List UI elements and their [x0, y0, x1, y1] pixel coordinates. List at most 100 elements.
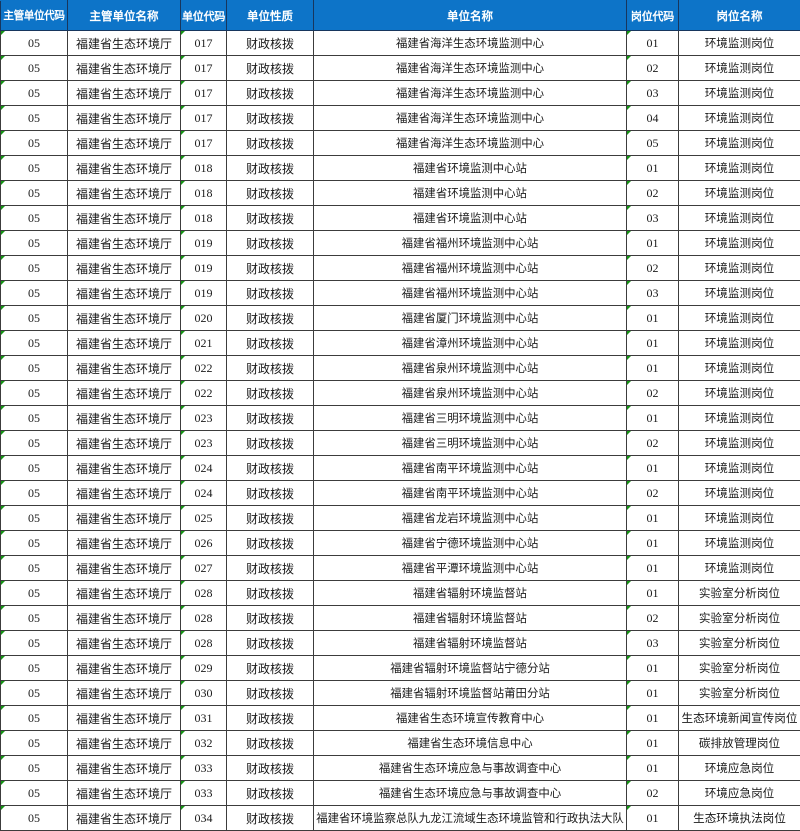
cell-supervisor-unit-name[interactable]: 福建省生态环境厅 [67, 730, 181, 756]
cell-post-code[interactable]: 01 [626, 655, 679, 681]
cell-unit-code[interactable]: 024 [180, 455, 227, 481]
cell-unit-name[interactable]: 福建省宁德环境监测中心站 [313, 530, 627, 556]
cell-unit-code[interactable]: 020 [180, 305, 227, 331]
cell-supervisor-unit-code[interactable]: 05 [0, 705, 68, 731]
cell-post-code[interactable]: 02 [626, 480, 679, 506]
cell-unit-name[interactable]: 福建省海洋生态环境监测中心 [313, 55, 627, 81]
cell-supervisor-unit-code[interactable]: 05 [0, 455, 68, 481]
cell-post-name[interactable]: 环境监测岗位 [678, 480, 800, 506]
cell-unit-name[interactable]: 福建省辐射环境监督站宁德分站 [313, 655, 627, 681]
cell-unit-name[interactable]: 福建省福州环境监测中心站 [313, 280, 627, 306]
cell-supervisor-unit-code[interactable]: 05 [0, 430, 68, 456]
cell-supervisor-unit-name[interactable]: 福建省生态环境厅 [67, 505, 181, 531]
cell-supervisor-unit-name[interactable]: 福建省生态环境厅 [67, 30, 181, 56]
cell-supervisor-unit-code[interactable]: 05 [0, 280, 68, 306]
cell-post-name[interactable]: 环境监测岗位 [678, 230, 800, 256]
cell-unit-name[interactable]: 福建省海洋生态环境监测中心 [313, 30, 627, 56]
cell-post-code[interactable]: 01 [626, 755, 679, 781]
cell-unit-code[interactable]: 027 [180, 555, 227, 581]
cell-post-name[interactable]: 环境监测岗位 [678, 530, 800, 556]
cell-unit-code[interactable]: 029 [180, 655, 227, 681]
cell-supervisor-unit-name[interactable]: 福建省生态环境厅 [67, 155, 181, 181]
cell-unit-code[interactable]: 017 [180, 130, 227, 156]
cell-supervisor-unit-code[interactable]: 05 [0, 55, 68, 81]
cell-supervisor-unit-code[interactable]: 05 [0, 255, 68, 281]
cell-unit-nature[interactable]: 财政核拨 [226, 155, 314, 181]
cell-unit-code[interactable]: 028 [180, 605, 227, 631]
cell-post-code[interactable]: 01 [626, 705, 679, 731]
cell-unit-nature[interactable]: 财政核拨 [226, 405, 314, 431]
cell-post-code[interactable]: 01 [626, 505, 679, 531]
cell-post-name[interactable]: 环境监测岗位 [678, 30, 800, 56]
cell-supervisor-unit-code[interactable]: 05 [0, 780, 68, 806]
cell-supervisor-unit-name[interactable]: 福建省生态环境厅 [67, 455, 181, 481]
cell-post-name[interactable]: 实验室分析岗位 [678, 580, 800, 606]
cell-post-code[interactable]: 02 [626, 380, 679, 406]
cell-unit-nature[interactable]: 财政核拨 [226, 455, 314, 481]
cell-unit-name[interactable]: 福建省三明环境监测中心站 [313, 430, 627, 456]
cell-supervisor-unit-code[interactable]: 05 [0, 605, 68, 631]
cell-unit-name[interactable]: 福建省环境监测中心站 [313, 155, 627, 181]
cell-unit-nature[interactable]: 财政核拨 [226, 80, 314, 106]
cell-post-name[interactable]: 实验室分析岗位 [678, 630, 800, 656]
cell-unit-name[interactable]: 福建省辐射环境监督站 [313, 580, 627, 606]
cell-supervisor-unit-name[interactable]: 福建省生态环境厅 [67, 380, 181, 406]
cell-unit-code[interactable]: 017 [180, 55, 227, 81]
cell-unit-code[interactable]: 033 [180, 755, 227, 781]
cell-unit-code[interactable]: 025 [180, 505, 227, 531]
cell-unit-nature[interactable]: 财政核拨 [226, 355, 314, 381]
cell-post-code[interactable]: 04 [626, 105, 679, 131]
cell-unit-code[interactable]: 033 [180, 780, 227, 806]
cell-unit-nature[interactable]: 财政核拨 [226, 655, 314, 681]
cell-supervisor-unit-name[interactable]: 福建省生态环境厅 [67, 180, 181, 206]
cell-unit-name[interactable]: 福建省平潭环境监测中心站 [313, 555, 627, 581]
cell-supervisor-unit-name[interactable]: 福建省生态环境厅 [67, 755, 181, 781]
cell-supervisor-unit-name[interactable]: 福建省生态环境厅 [67, 605, 181, 631]
cell-unit-name[interactable]: 福建省福州环境监测中心站 [313, 255, 627, 281]
cell-unit-nature[interactable]: 财政核拨 [226, 55, 314, 81]
cell-unit-code[interactable]: 030 [180, 680, 227, 706]
cell-unit-nature[interactable]: 财政核拨 [226, 480, 314, 506]
cell-unit-nature[interactable]: 财政核拨 [226, 630, 314, 656]
cell-unit-name[interactable]: 福建省厦门环境监测中心站 [313, 305, 627, 331]
cell-unit-nature[interactable]: 财政核拨 [226, 280, 314, 306]
column-header-post-name[interactable]: 岗位名称 [678, 0, 800, 31]
cell-supervisor-unit-code[interactable]: 05 [0, 155, 68, 181]
cell-supervisor-unit-name[interactable]: 福建省生态环境厅 [67, 805, 181, 831]
cell-unit-code[interactable]: 022 [180, 355, 227, 381]
cell-unit-code[interactable]: 017 [180, 105, 227, 131]
cell-supervisor-unit-name[interactable]: 福建省生态环境厅 [67, 230, 181, 256]
cell-post-name[interactable]: 环境监测岗位 [678, 380, 800, 406]
column-header-supervisor-unit-name[interactable]: 主管单位名称 [67, 0, 181, 31]
cell-post-code[interactable]: 01 [626, 530, 679, 556]
cell-supervisor-unit-code[interactable]: 05 [0, 755, 68, 781]
cell-supervisor-unit-code[interactable]: 05 [0, 305, 68, 331]
cell-post-code[interactable]: 05 [626, 130, 679, 156]
cell-post-code[interactable]: 02 [626, 180, 679, 206]
cell-post-name[interactable]: 环境监测岗位 [678, 180, 800, 206]
cell-supervisor-unit-code[interactable]: 05 [0, 680, 68, 706]
cell-unit-nature[interactable]: 财政核拨 [226, 680, 314, 706]
cell-supervisor-unit-name[interactable]: 福建省生态环境厅 [67, 655, 181, 681]
cell-post-name[interactable]: 实验室分析岗位 [678, 680, 800, 706]
cell-unit-name[interactable]: 福建省福州环境监测中心站 [313, 230, 627, 256]
cell-unit-code[interactable]: 023 [180, 405, 227, 431]
cell-unit-nature[interactable]: 财政核拨 [226, 780, 314, 806]
cell-unit-name[interactable]: 福建省漳州环境监测中心站 [313, 330, 627, 356]
cell-post-name[interactable]: 环境监测岗位 [678, 430, 800, 456]
cell-post-name[interactable]: 环境监测岗位 [678, 80, 800, 106]
cell-unit-nature[interactable]: 财政核拨 [226, 805, 314, 831]
cell-unit-nature[interactable]: 财政核拨 [226, 530, 314, 556]
cell-post-name[interactable]: 环境监测岗位 [678, 55, 800, 81]
cell-unit-code[interactable]: 019 [180, 280, 227, 306]
cell-supervisor-unit-code[interactable]: 05 [0, 230, 68, 256]
cell-post-code[interactable]: 01 [626, 330, 679, 356]
cell-supervisor-unit-name[interactable]: 福建省生态环境厅 [67, 55, 181, 81]
cell-unit-name[interactable]: 福建省南平环境监测中心站 [313, 455, 627, 481]
cell-unit-code[interactable]: 032 [180, 730, 227, 756]
cell-unit-nature[interactable]: 财政核拨 [226, 205, 314, 231]
cell-post-code[interactable]: 02 [626, 430, 679, 456]
cell-unit-name[interactable]: 福建省海洋生态环境监测中心 [313, 105, 627, 131]
cell-unit-nature[interactable]: 财政核拨 [226, 380, 314, 406]
cell-unit-code[interactable]: 019 [180, 230, 227, 256]
